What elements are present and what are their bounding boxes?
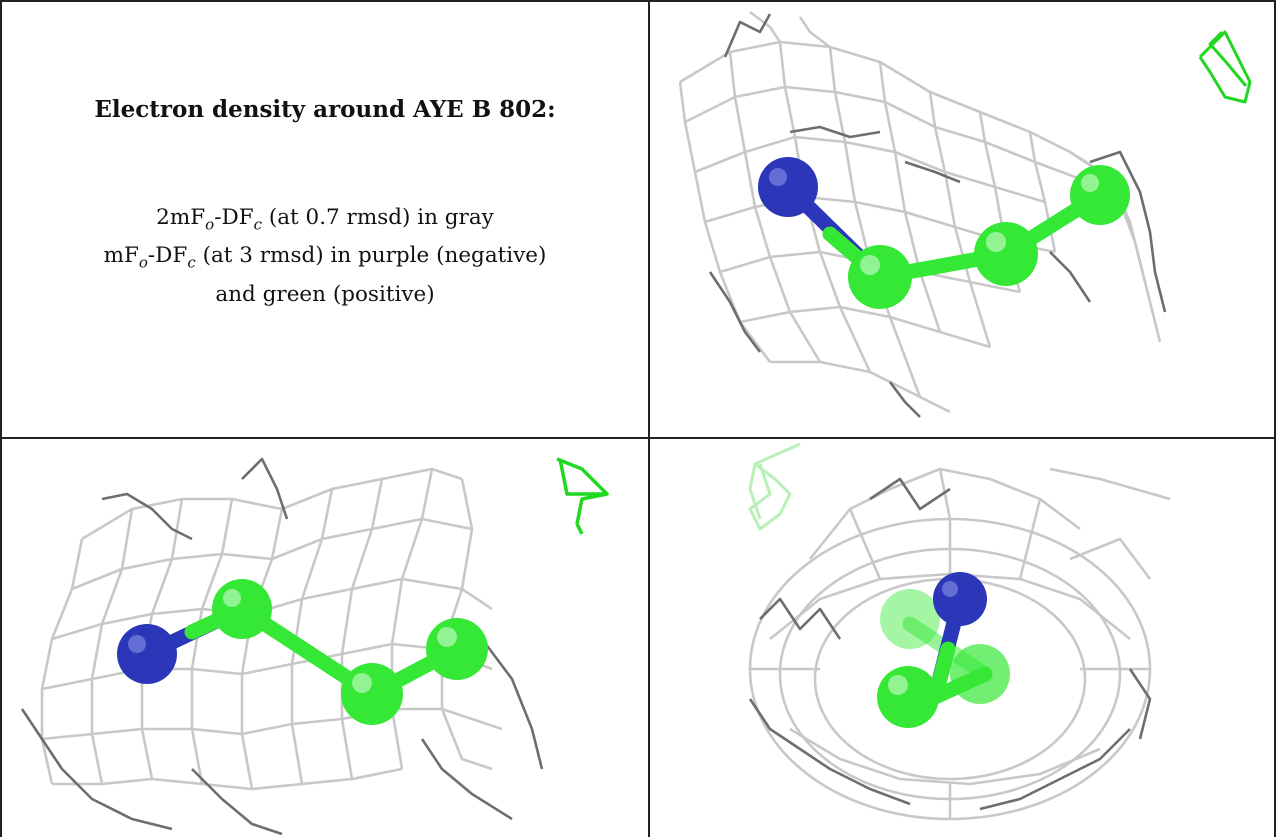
border-middle-horizontal — [0, 437, 1276, 439]
positive-density-blob — [1198, 30, 1252, 104]
panel-title: Electron density around AYE B 802: — [94, 96, 556, 123]
border-left — [0, 0, 2, 837]
nitrogen-atom — [758, 157, 818, 217]
description-line-2: mFo-DFc (at 3 rmsd) in purple (negative) — [103, 243, 547, 272]
border-right — [1274, 0, 1276, 837]
panel-description: 2mFo-DFc (at 0.7 rmsd) in gray mFo-DFc (… — [2, 202, 648, 311]
border-middle-vertical — [648, 0, 650, 837]
carbon-atom — [950, 644, 1010, 704]
description-line-1: 2mFo-DFc (at 0.7 rmsd) in gray — [156, 205, 494, 234]
positive-density-blob — [556, 457, 609, 535]
view-bottom-left — [2, 439, 648, 837]
density-mesh — [748, 467, 1171, 821]
carbon-atom — [974, 222, 1038, 286]
border-top — [0, 0, 1276, 2]
carbon-atom — [426, 618, 488, 680]
carbon-atom — [877, 666, 939, 728]
nitrogen-atom — [933, 572, 987, 626]
carbon-atom — [341, 663, 403, 725]
carbon-atom — [880, 589, 940, 649]
description-cell: Electron density around AYE B 802: 2mFo-… — [2, 2, 648, 437]
ligand-atoms — [877, 572, 1010, 728]
density-mesh — [20, 457, 544, 836]
view-top-right — [650, 2, 1274, 437]
carbon-atom — [212, 579, 272, 639]
ligand-atoms — [758, 157, 1130, 309]
ligand-atoms — [117, 579, 488, 725]
carbon-atom — [1070, 165, 1130, 225]
nitrogen-atom — [117, 624, 177, 684]
positive-density-blob — [748, 442, 801, 531]
ligand-bonds — [139, 601, 465, 702]
view-bottom-right — [650, 439, 1274, 837]
description-line-3: and green (positive) — [215, 281, 435, 307]
carbon-atom — [848, 245, 912, 309]
